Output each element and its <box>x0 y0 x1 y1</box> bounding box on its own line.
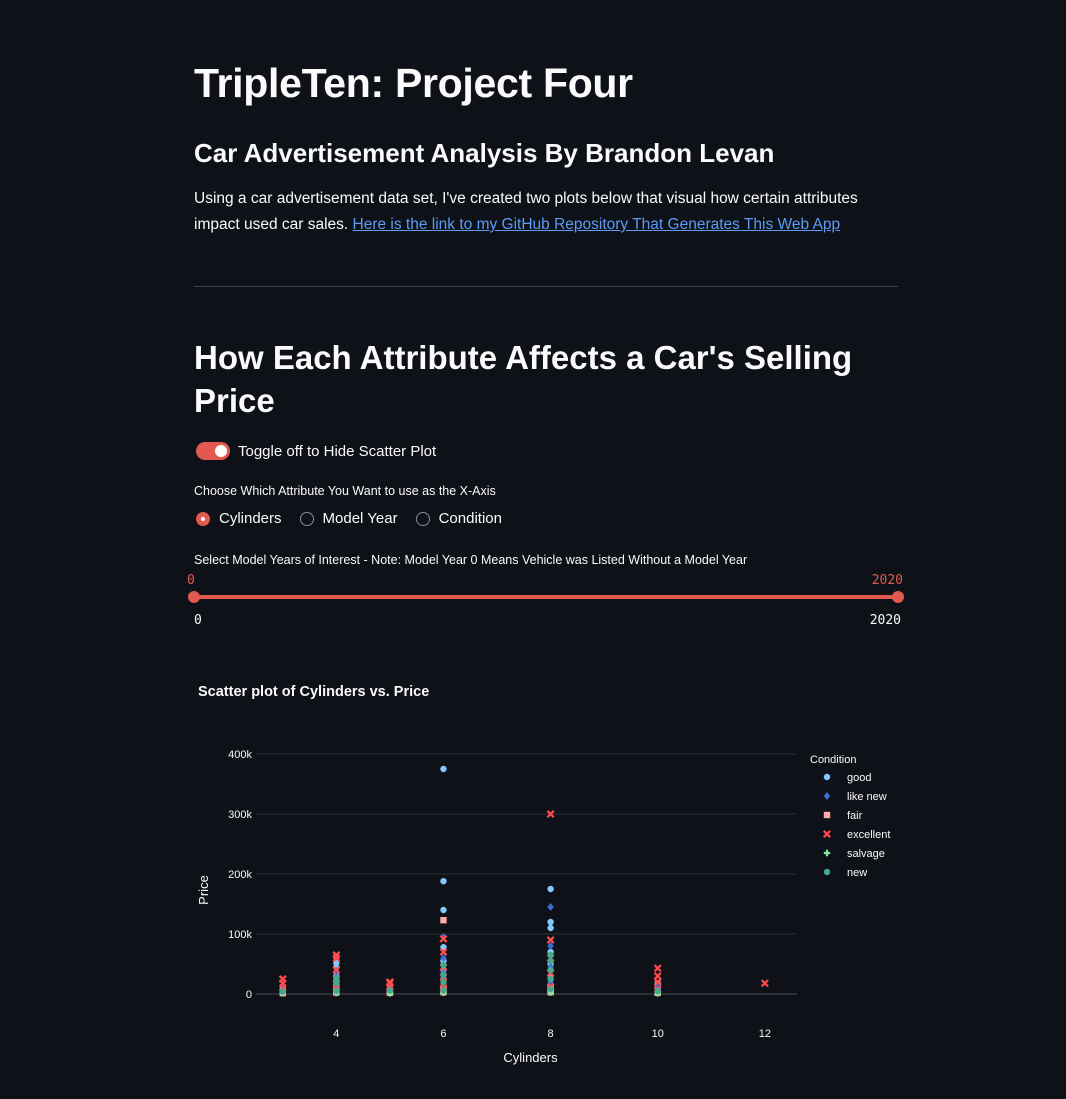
point-fair <box>440 917 447 924</box>
point-new <box>547 951 554 959</box>
divider <box>194 286 898 287</box>
point-excellent <box>760 979 769 988</box>
section-heading: How Each Attribute Affects a Car's Selli… <box>194 339 853 419</box>
github-repo-link[interactable]: Here is the link to my GitHub Repository… <box>352 216 841 233</box>
slider-thumb-high[interactable] <box>892 591 904 603</box>
point-excellent <box>653 978 662 986</box>
point-good <box>547 885 554 893</box>
radio-unchecked-icon[interactable] <box>299 511 314 526</box>
legend-marker-fair <box>823 811 831 819</box>
point-new <box>386 987 394 994</box>
model-year-slider-track[interactable] <box>194 595 898 599</box>
point-excellent <box>332 951 341 959</box>
point-good <box>440 878 447 885</box>
slider-caption: Select Model Years of Interest - Note: M… <box>194 553 748 567</box>
point-new <box>440 971 447 978</box>
point-excellent <box>653 964 662 973</box>
legend-marker-good <box>823 773 831 781</box>
point-good <box>440 944 447 951</box>
toggle-knob <box>215 445 227 457</box>
intro-paragraph: Using a car advertisement data set, I've… <box>194 186 898 238</box>
page-subtitle: Car Advertisement Analysis By Brandon Le… <box>194 138 775 168</box>
point-like-new <box>547 903 554 911</box>
x-tick-label: 4 <box>333 1028 339 1040</box>
radio-caption: Choose Which Attribute You Want to use a… <box>194 484 496 498</box>
x-tick-label: 10 <box>652 1028 664 1040</box>
scatter-chart[interactable]: Scatter plot of Cylinders vs. Price 0 100k… <box>194 670 898 1080</box>
x-tick-label: 6 <box>440 1028 446 1040</box>
y-axis-title: Price <box>196 875 211 905</box>
radio-condition[interactable]: Condition <box>415 510 502 527</box>
radio-model-year[interactable]: Model Year <box>299 510 398 527</box>
legend-marker-excellent <box>823 830 831 838</box>
legend-label-fair: fair <box>847 810 863 822</box>
point-good <box>440 765 447 773</box>
point-new <box>440 978 447 986</box>
radio-cylinders[interactable]: Cylinders <box>196 510 282 527</box>
point-new <box>654 987 661 995</box>
point-excellent <box>278 975 287 983</box>
point-new <box>440 987 447 994</box>
legend-marker-new <box>823 868 831 876</box>
point-new <box>279 988 286 995</box>
point-excellent <box>546 936 555 944</box>
legend-marker-like-new <box>823 792 831 800</box>
point-good <box>333 959 340 966</box>
y-tick-label: 400k <box>228 749 252 761</box>
slider-high-value: 2020 <box>871 573 903 588</box>
point-new <box>333 980 340 987</box>
y-tick-label: 100k <box>228 929 252 941</box>
legend-title: Condition <box>810 754 856 766</box>
point-good <box>547 924 554 932</box>
point-new <box>333 987 340 995</box>
slider-low-value: 0 <box>187 573 195 588</box>
point-excellent <box>385 978 394 986</box>
page-title: TripleTen: Project Four <box>194 60 633 106</box>
toggle-switch[interactable] <box>196 442 230 460</box>
x-tick-label: 8 <box>548 1028 554 1040</box>
point-excellent <box>653 972 662 980</box>
point-new <box>547 975 554 983</box>
scatter-toggle[interactable]: Toggle off to Hide Scatter Plot <box>194 441 436 461</box>
y-tick-label: 300k <box>228 809 252 821</box>
radio-unchecked-icon[interactable] <box>415 511 430 526</box>
legend-marker-salvage <box>823 849 831 857</box>
point-good <box>440 906 447 914</box>
point-new <box>333 975 340 982</box>
point-excellent <box>439 948 448 956</box>
legend-label-good: good <box>847 772 871 784</box>
point-excellent <box>332 966 341 974</box>
radio-label: Condition <box>438 510 502 527</box>
legend-label-new: new <box>847 867 867 879</box>
y-tick-label: 200k <box>228 869 252 881</box>
point-excellent <box>546 810 555 818</box>
point-excellent <box>439 934 448 943</box>
slider-max-label: 2020 <box>869 613 901 628</box>
point-new <box>547 986 554 993</box>
legend-label-excellent: excellent <box>847 829 890 841</box>
y-tick-label: 0 <box>246 989 252 1001</box>
point-new <box>547 966 554 974</box>
point-new <box>547 957 554 965</box>
radio-label: Model Year <box>322 510 398 527</box>
x-axis-radio-group: Cylinders Model Year Condition <box>196 510 502 527</box>
radio-checked-icon[interactable] <box>196 511 210 526</box>
slider-min-label: 0 <box>194 613 202 628</box>
legend-label-salvage: salvage <box>847 848 885 860</box>
radio-label: Cylinders <box>219 510 282 527</box>
intro-text: Using a car advertisement data set, I've… <box>194 190 858 233</box>
point-new <box>440 962 447 969</box>
x-tick-label: 12 <box>759 1028 771 1040</box>
scatter-chart-svg: Scatter plot of Cylinders vs. Price 0 100k… <box>196 684 890 1065</box>
point-good <box>547 918 554 926</box>
toggle-label: Toggle off to Hide Scatter Plot <box>238 442 437 460</box>
x-axis-title: Cylinders <box>503 1050 558 1065</box>
legend-label-like-new: like new <box>847 791 887 803</box>
slider-thumb-low[interactable] <box>188 591 200 603</box>
chart-title: Scatter plot of Cylinders vs. Price <box>198 684 429 700</box>
